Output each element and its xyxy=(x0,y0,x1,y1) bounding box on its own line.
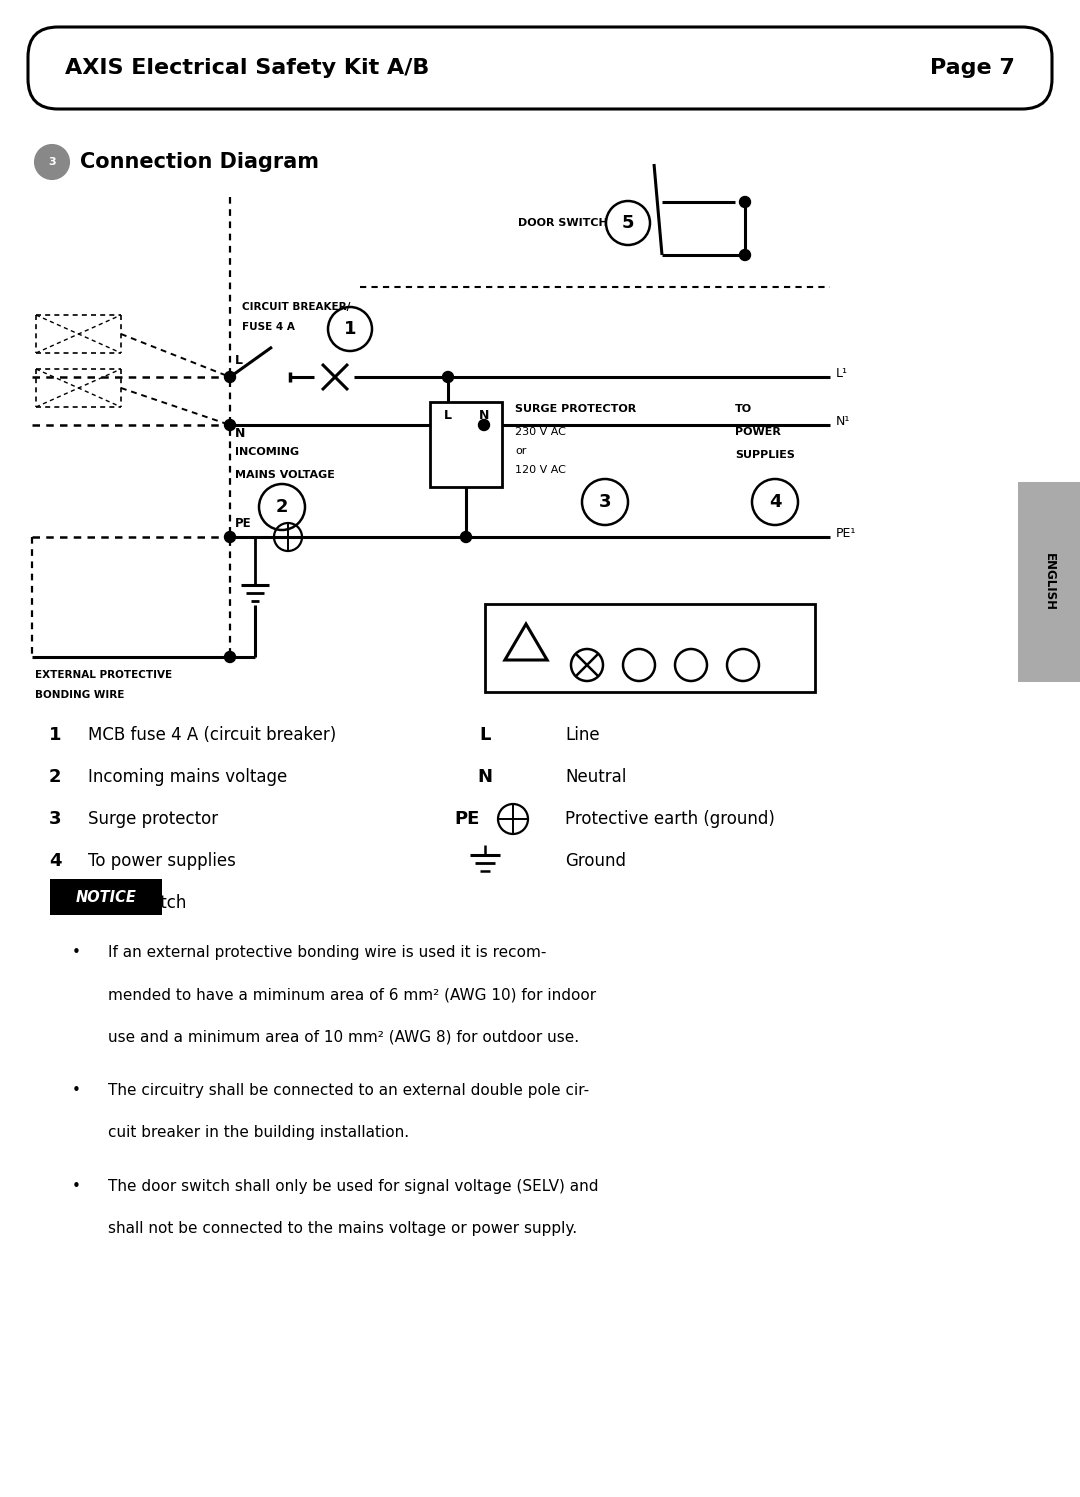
Text: •: • xyxy=(72,945,81,960)
Bar xyxy=(430,403,502,487)
Text: use and a minimum area of 10 mm² (AWG 8) for outdoor use.: use and a minimum area of 10 mm² (AWG 8)… xyxy=(108,1028,579,1043)
Text: N: N xyxy=(235,427,245,440)
Text: •: • xyxy=(72,1082,81,1097)
Text: Incoming mains voltage: Incoming mains voltage xyxy=(87,768,287,786)
Text: CIRCUIT BREAKER/: CIRCUIT BREAKER/ xyxy=(242,302,350,311)
Text: 5: 5 xyxy=(622,214,634,232)
Text: 5: 5 xyxy=(49,894,62,912)
Circle shape xyxy=(225,651,235,663)
Text: MAINS VOLTAGE: MAINS VOLTAGE xyxy=(235,470,335,481)
Circle shape xyxy=(478,419,489,431)
Bar xyxy=(485,603,815,692)
Text: SUPPLIES: SUPPLIES xyxy=(735,451,795,460)
Text: 1: 1 xyxy=(49,726,62,744)
Bar xyxy=(1018,482,1080,683)
Text: Protective earth (ground): Protective earth (ground) xyxy=(565,810,774,828)
Text: N: N xyxy=(477,768,492,786)
Text: or: or xyxy=(515,446,526,457)
Text: L: L xyxy=(235,353,243,367)
Text: N¹: N¹ xyxy=(836,415,850,428)
Text: DOOR SWITCH: DOOR SWITCH xyxy=(518,219,608,228)
Text: BONDING WIRE: BONDING WIRE xyxy=(35,690,124,701)
Text: AXIS Electrical Safety Kit A/B: AXIS Electrical Safety Kit A/B xyxy=(65,57,430,78)
Text: NOTICE: NOTICE xyxy=(76,889,136,904)
Text: 2: 2 xyxy=(49,768,62,786)
Text: N: N xyxy=(478,409,489,422)
Text: L: L xyxy=(480,726,490,744)
Text: PE¹: PE¹ xyxy=(836,527,856,539)
Text: 230 V AC: 230 V AC xyxy=(515,427,566,437)
Circle shape xyxy=(740,250,751,260)
Text: TT - TNS - TNC - IT: TT - TNS - TNC - IT xyxy=(585,621,692,632)
Circle shape xyxy=(225,531,235,542)
Text: TO: TO xyxy=(735,404,752,415)
Text: The circuitry shall be connected to an external double pole cir-: The circuitry shall be connected to an e… xyxy=(108,1082,589,1097)
Circle shape xyxy=(35,145,69,180)
Text: Neutral: Neutral xyxy=(565,768,626,786)
Bar xyxy=(50,879,162,915)
Text: 4: 4 xyxy=(49,852,62,870)
Text: The door switch shall only be used for signal voltage (SELV) and: The door switch shall only be used for s… xyxy=(108,1180,598,1195)
Text: POWER: POWER xyxy=(735,427,781,437)
Text: EXTERNAL PROTECTIVE: EXTERNAL PROTECTIVE xyxy=(35,671,172,680)
Text: cuit breaker in the building installation.: cuit breaker in the building installatio… xyxy=(108,1126,409,1141)
Circle shape xyxy=(443,371,454,383)
Text: Line: Line xyxy=(565,726,599,744)
Text: Page 7: Page 7 xyxy=(930,57,1015,78)
Text: To power supplies: To power supplies xyxy=(87,852,235,870)
Text: mended to have a miminum area of 6 mm² (AWG 10) for indoor: mended to have a miminum area of 6 mm² (… xyxy=(108,987,596,1001)
Text: If an external protective bonding wire is used it is recom-: If an external protective bonding wire i… xyxy=(108,945,546,960)
Text: ENGLISH: ENGLISH xyxy=(1042,552,1055,611)
Text: !: ! xyxy=(523,645,529,657)
Text: L: L xyxy=(444,409,453,422)
Text: 120 V AC: 120 V AC xyxy=(515,466,566,475)
Text: 3: 3 xyxy=(49,810,62,828)
FancyBboxPatch shape xyxy=(28,27,1052,109)
Text: 3: 3 xyxy=(49,157,56,168)
Circle shape xyxy=(225,419,235,431)
Text: Ground: Ground xyxy=(565,852,626,870)
Text: Connection Diagram: Connection Diagram xyxy=(80,153,319,172)
Text: MCB fuse 4 A (circuit breaker): MCB fuse 4 A (circuit breaker) xyxy=(87,726,336,744)
Text: INCOMING: INCOMING xyxy=(235,448,299,457)
Text: L¹: L¹ xyxy=(836,367,848,380)
Text: 3: 3 xyxy=(598,493,611,510)
Circle shape xyxy=(740,196,751,208)
Circle shape xyxy=(225,371,235,383)
Text: 1: 1 xyxy=(343,320,356,338)
Text: Surge protector: Surge protector xyxy=(87,810,218,828)
Text: Door switch: Door switch xyxy=(87,894,187,912)
Text: PE: PE xyxy=(235,516,252,530)
Text: 4: 4 xyxy=(769,493,781,510)
Text: PE: PE xyxy=(455,810,480,828)
Text: 2: 2 xyxy=(275,499,288,516)
Circle shape xyxy=(460,531,472,542)
Text: SURGE PROTECTOR: SURGE PROTECTOR xyxy=(515,404,636,415)
Text: FUSE 4 A: FUSE 4 A xyxy=(242,322,295,332)
Text: shall not be connected to the mains voltage or power supply.: shall not be connected to the mains volt… xyxy=(108,1222,577,1237)
Text: •: • xyxy=(72,1180,81,1195)
